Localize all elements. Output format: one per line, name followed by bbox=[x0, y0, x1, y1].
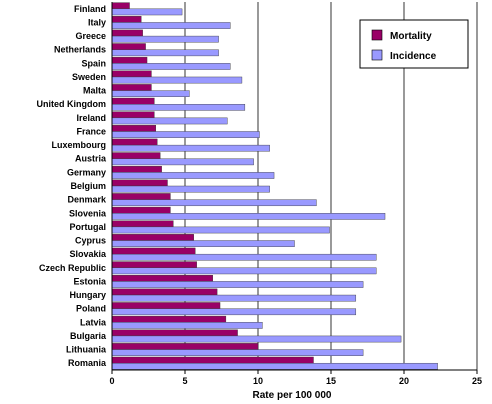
bar-incidence-portugal bbox=[111, 226, 330, 234]
bar-mortality-united-kingdom bbox=[111, 97, 155, 105]
bar-incidence-malta bbox=[111, 90, 190, 97]
bar-mortality-ireland bbox=[111, 111, 155, 119]
bar-mortality-bulgaria bbox=[111, 329, 238, 337]
x-tick-label: 25 bbox=[472, 376, 482, 386]
bar-mortality-portugal bbox=[111, 220, 174, 228]
bar-incidence-estonia bbox=[111, 281, 364, 288]
category-label: Slovakia bbox=[69, 249, 107, 259]
bar-mortality-luxembourg bbox=[111, 138, 158, 146]
category-label: Sweden bbox=[72, 72, 106, 82]
bar-series bbox=[111, 2, 438, 370]
bar-mortality-italy bbox=[111, 16, 142, 23]
category-label: Latvia bbox=[80, 317, 107, 327]
bar-mortality-latvia bbox=[111, 315, 227, 323]
x-tick-label: 5 bbox=[182, 376, 187, 386]
bar-incidence-latvia bbox=[111, 322, 263, 329]
category-label: Bulgaria bbox=[70, 331, 107, 341]
bar-incidence-luxembourg bbox=[111, 144, 270, 152]
bar-mortality-greece bbox=[111, 29, 143, 37]
category-label: Netherlands bbox=[54, 45, 106, 55]
bar-incidence-spain bbox=[111, 63, 231, 70]
legend-swatch-mortality bbox=[371, 29, 383, 41]
bar-incidence-belgium bbox=[111, 185, 270, 193]
category-label: Belgium bbox=[70, 181, 106, 191]
category-label: Estonia bbox=[73, 276, 107, 286]
bar-mortality-cyprus bbox=[111, 234, 194, 241]
bar-mortality-finland bbox=[111, 2, 130, 10]
bar-mortality-slovenia bbox=[111, 206, 171, 214]
category-label: Cyprus bbox=[75, 236, 106, 246]
category-label: Denmark bbox=[67, 195, 107, 205]
legend-label-mortality: Mortality bbox=[390, 31, 432, 42]
legend-label-incidence: Incidence bbox=[390, 51, 437, 62]
bar-incidence-bulgaria bbox=[111, 335, 402, 343]
category-label: Lithuania bbox=[66, 345, 107, 355]
bar-incidence-romania bbox=[111, 362, 438, 370]
category-label: Poland bbox=[76, 304, 106, 314]
x-tick-label: 0 bbox=[109, 376, 114, 386]
bar-incidence-finland bbox=[111, 8, 183, 16]
bar-incidence-netherlands bbox=[111, 49, 219, 57]
category-label: Ireland bbox=[76, 113, 106, 123]
bar-mortality-france bbox=[111, 125, 156, 132]
category-label: France bbox=[76, 126, 106, 136]
category-label: Germany bbox=[67, 167, 106, 177]
x-tick-label: 20 bbox=[399, 376, 409, 386]
bar-mortality-slovakia bbox=[111, 247, 196, 255]
category-label: Italy bbox=[88, 17, 106, 27]
bar-mortality-lithuania bbox=[111, 343, 259, 350]
bar-mortality-austria bbox=[111, 152, 161, 159]
bar-incidence-czech-republic bbox=[111, 267, 377, 275]
category-label: Austria bbox=[75, 154, 107, 164]
category-label: Greece bbox=[75, 31, 106, 41]
category-label: Czech Republic bbox=[39, 263, 106, 273]
bar-incidence-germany bbox=[111, 172, 275, 179]
category-label: Portugal bbox=[69, 222, 106, 232]
category-labels: Finland Italy Greece Netherlands Spain Sweden… bbox=[37, 4, 107, 368]
bar-incidence-austria bbox=[111, 158, 254, 166]
legend-swatch-incidence bbox=[371, 49, 383, 61]
bar-mortality-germany bbox=[111, 165, 162, 173]
bar-mortality-estonia bbox=[111, 275, 213, 282]
category-label: Finland bbox=[74, 4, 106, 14]
x-tick-label: 15 bbox=[326, 376, 336, 386]
bar-mortality-netherlands bbox=[111, 43, 146, 50]
bar-incidence-cyprus bbox=[111, 240, 295, 247]
bar-incidence-united-kingdom bbox=[111, 104, 246, 111]
category-label: Luxembourg bbox=[51, 140, 106, 150]
bar-mortality-malta bbox=[111, 84, 152, 91]
bar-incidence-france bbox=[111, 131, 260, 138]
x-axis-title: Rate per 100 000 bbox=[253, 390, 332, 401]
bar-mortality-sweden bbox=[111, 70, 152, 78]
bar-incidence-lithuania bbox=[111, 349, 364, 356]
bar-mortality-denmark bbox=[111, 193, 171, 200]
bar-mortality-romania bbox=[111, 356, 314, 364]
bar-incidence-poland bbox=[111, 308, 357, 316]
bar-mortality-belgium bbox=[111, 179, 168, 187]
category-label: Spain bbox=[81, 58, 106, 68]
bar-incidence-italy bbox=[111, 22, 231, 29]
bar-mortality-spain bbox=[111, 56, 148, 64]
category-label: Slovenia bbox=[69, 208, 107, 218]
axes bbox=[111, 2, 477, 371]
category-label: Hungary bbox=[69, 290, 106, 300]
bar-mortality-czech-republic bbox=[111, 261, 197, 268]
category-label: Malta bbox=[83, 86, 107, 96]
bar-mortality-hungary bbox=[111, 288, 218, 296]
category-label: United Kingdom bbox=[37, 99, 107, 109]
x-tick-label: 10 bbox=[253, 376, 263, 386]
bar-mortality-poland bbox=[111, 302, 221, 309]
legend: Mortality Incidence bbox=[359, 19, 469, 69]
bar-incidence-hungary bbox=[111, 294, 357, 302]
bar-incidence-greece bbox=[111, 35, 219, 43]
bar-incidence-slovenia bbox=[111, 213, 386, 220]
bar-incidence-ireland bbox=[111, 117, 228, 125]
bar-incidence-denmark bbox=[111, 199, 317, 207]
category-label: Romania bbox=[68, 358, 107, 368]
x-tick-labels: 0 5 10 15 20 25 bbox=[109, 370, 482, 386]
bar-incidence-slovakia bbox=[111, 253, 377, 261]
bar-incidence-sweden bbox=[111, 76, 243, 84]
